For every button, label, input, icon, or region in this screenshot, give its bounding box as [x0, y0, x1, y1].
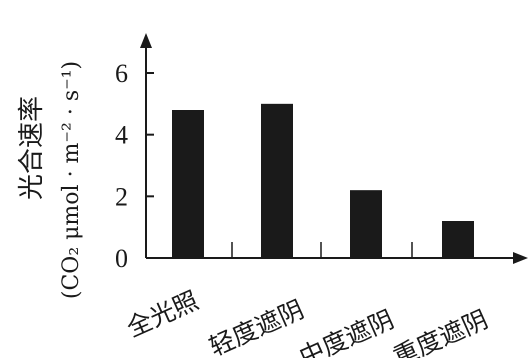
x-tick-label: 中度遮阴: [295, 305, 398, 358]
y-tick-label: 2: [115, 182, 128, 211]
y-tick-label: 6: [115, 59, 128, 88]
y-axis-unit-label: (CO₂ μmol · m⁻² · s⁻¹): [59, 61, 84, 299]
category-separators: [231, 242, 413, 258]
y-axis-unit: (CO₂ μmol · m⁻² · s⁻¹): [59, 61, 84, 299]
y-tick-label: 0: [115, 244, 128, 273]
bar: [350, 190, 382, 258]
y-ticks: 0 2 4 6: [115, 59, 154, 273]
bar: [172, 110, 204, 258]
y-axis-label: 光合速率: [17, 96, 47, 200]
bar: [442, 221, 474, 258]
x-axis-arrow: [513, 252, 528, 264]
y-axis-title: 光合速率: [17, 96, 47, 200]
bars: [172, 103, 474, 258]
x-tick-label: 轻度遮阴: [205, 295, 308, 358]
x-tick-label: 全光照: [122, 286, 202, 343]
bar: [261, 103, 293, 258]
y-axis-arrow: [140, 33, 152, 48]
y-tick-label: 4: [115, 121, 128, 150]
x-tick-label: 重度遮阴: [389, 305, 492, 358]
